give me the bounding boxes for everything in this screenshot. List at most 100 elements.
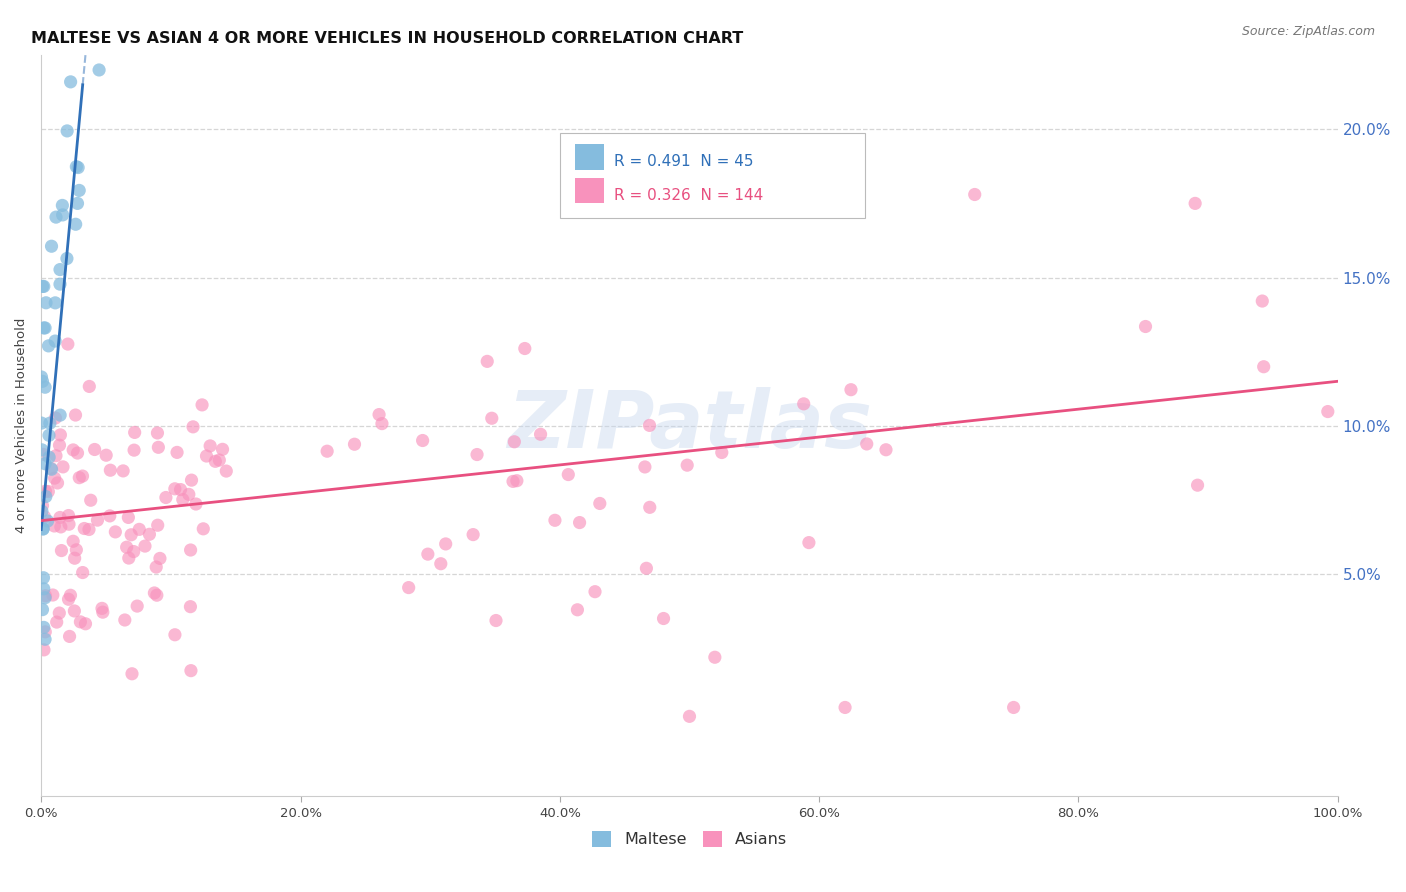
Point xyxy=(416,547,439,561)
Point xyxy=(91,601,114,615)
Point xyxy=(32,582,55,596)
Point xyxy=(1135,319,1157,334)
Point xyxy=(463,527,485,541)
Point xyxy=(181,420,204,434)
Point xyxy=(58,629,80,643)
Point xyxy=(145,560,167,574)
Point xyxy=(44,334,66,348)
Point xyxy=(34,380,56,394)
Point xyxy=(343,437,366,451)
Point xyxy=(589,496,612,510)
Point xyxy=(146,425,169,440)
Point xyxy=(42,588,65,602)
Point xyxy=(703,650,725,665)
Point xyxy=(65,408,87,422)
Point xyxy=(34,321,56,335)
Text: ZIPatlas: ZIPatlas xyxy=(508,387,872,465)
Point xyxy=(72,469,94,483)
Point xyxy=(316,444,339,458)
Point xyxy=(48,438,70,452)
Point xyxy=(963,187,986,202)
Point xyxy=(77,523,100,537)
Point xyxy=(34,509,56,524)
Point xyxy=(62,442,84,457)
Point xyxy=(83,442,105,457)
Point xyxy=(198,439,221,453)
Point xyxy=(34,632,56,647)
Point xyxy=(172,492,194,507)
Point xyxy=(32,522,55,536)
Point xyxy=(98,508,121,523)
Point xyxy=(529,427,551,442)
Point xyxy=(31,370,53,384)
Point xyxy=(52,208,75,222)
Point xyxy=(430,557,453,571)
Point xyxy=(634,459,657,474)
Point xyxy=(398,581,420,595)
Point xyxy=(45,615,67,629)
Point xyxy=(44,471,66,485)
Point xyxy=(63,604,86,618)
Point xyxy=(31,504,53,518)
Point xyxy=(38,450,60,465)
Point xyxy=(44,296,66,310)
Point xyxy=(32,643,55,657)
Point xyxy=(134,539,156,553)
Point xyxy=(122,544,145,558)
Point xyxy=(45,210,67,224)
Point xyxy=(51,543,73,558)
Point xyxy=(112,464,135,478)
Point xyxy=(177,487,200,501)
Point xyxy=(49,428,72,442)
Text: Source: ZipAtlas.com: Source: ZipAtlas.com xyxy=(1241,25,1375,38)
Point xyxy=(485,614,508,628)
Point xyxy=(180,473,202,487)
Y-axis label: 4 or more Vehicles in Household: 4 or more Vehicles in Household xyxy=(15,318,28,533)
Point xyxy=(49,277,72,292)
Point xyxy=(75,616,97,631)
Point xyxy=(49,262,72,277)
Point xyxy=(49,520,72,534)
Point xyxy=(465,448,488,462)
Point xyxy=(114,613,136,627)
Point xyxy=(568,516,591,530)
Point xyxy=(215,464,238,478)
Point xyxy=(39,461,62,475)
Point xyxy=(41,239,63,253)
Point xyxy=(180,543,202,558)
FancyBboxPatch shape xyxy=(575,178,605,203)
Point xyxy=(204,454,226,468)
Point xyxy=(638,500,661,515)
Point xyxy=(44,519,66,533)
Point xyxy=(46,475,69,490)
Point xyxy=(855,437,877,451)
Point xyxy=(59,588,82,602)
Point xyxy=(1253,359,1275,374)
Point xyxy=(180,664,202,678)
Point xyxy=(567,603,589,617)
Point xyxy=(1187,478,1209,492)
Point xyxy=(184,497,207,511)
Point xyxy=(412,434,434,448)
Point xyxy=(128,522,150,536)
Point xyxy=(368,408,391,422)
Point xyxy=(115,540,138,554)
Point xyxy=(127,599,149,613)
Point xyxy=(58,508,80,523)
FancyBboxPatch shape xyxy=(560,133,865,219)
Point xyxy=(32,279,55,293)
Point xyxy=(67,161,90,175)
Point xyxy=(121,666,143,681)
Point xyxy=(31,602,53,616)
Point xyxy=(35,295,58,310)
Point xyxy=(31,279,53,293)
Point xyxy=(191,398,214,412)
Point xyxy=(793,397,815,411)
Point xyxy=(91,605,114,619)
Point xyxy=(63,551,86,566)
Point xyxy=(1251,293,1274,308)
Point xyxy=(37,514,59,528)
Point xyxy=(32,620,55,634)
Point xyxy=(118,551,141,566)
Point xyxy=(34,589,56,603)
